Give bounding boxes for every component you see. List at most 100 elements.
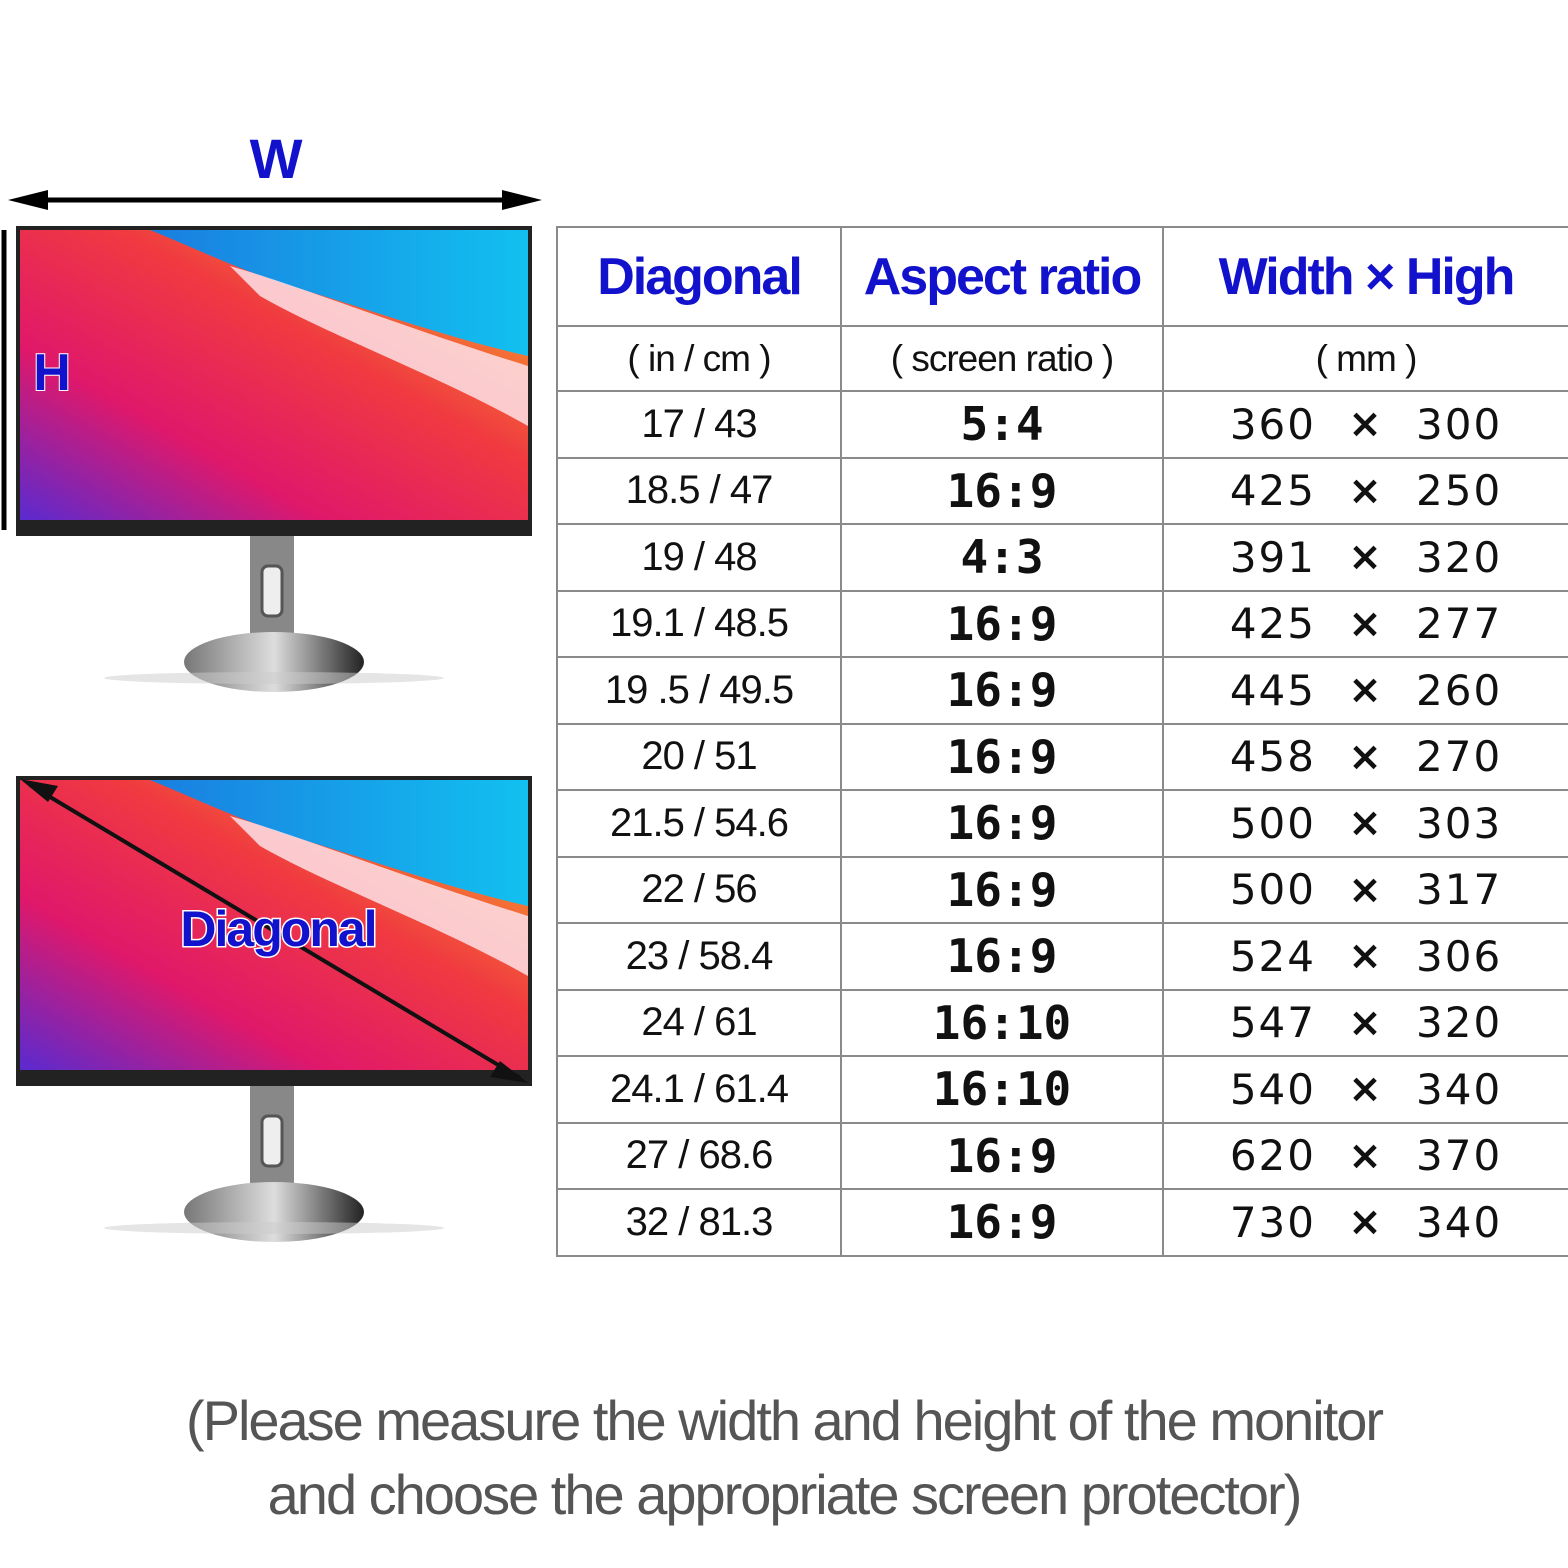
diagonal-cell: 22 / 56 — [556, 855, 842, 924]
table-row: 19.1 / 48.5 16:9 425 × 277 — [556, 589, 1568, 658]
arrow-head — [490, 1061, 528, 1083]
height-value: 317 — [1416, 865, 1503, 915]
subheader-cell: ( in / cm ) — [556, 325, 842, 392]
diagonal-cell: 27 / 68.6 — [556, 1121, 842, 1190]
ratio-cell: 16:9 — [840, 855, 1164, 924]
ratio-cell: 5:4 — [840, 390, 1164, 459]
table-row: 19 / 48 4:3 391 × 320 — [556, 523, 1568, 592]
diagonal-cell: 24 / 61 — [556, 988, 842, 1057]
dimensions: 524 × 306 — [1164, 932, 1568, 981]
times-sign: × — [1348, 800, 1384, 847]
diagonal-cell: 18.5 / 47 — [556, 456, 842, 525]
dimensions: 391 × 320 — [1164, 533, 1568, 582]
dimensions: 540 × 340 — [1164, 1065, 1568, 1114]
dimensions: 547 × 320 — [1164, 998, 1568, 1047]
header-cell: Width × High — [1162, 226, 1568, 327]
width-value: 540 — [1229, 1064, 1316, 1114]
header-cell: Aspect ratio — [840, 226, 1164, 327]
table-row: 21.5 / 54.6 16:9 500 × 303 — [556, 789, 1568, 858]
diagonal-cell: 19 / 48 — [556, 523, 842, 592]
times-sign: × — [1348, 933, 1384, 980]
size-table: Diagonal Aspect ratio Width × High( in / c… — [556, 226, 1568, 1257]
dimensions: 500 × 317 — [1164, 865, 1568, 914]
table-row: 27 / 68.6 16:9 620 × 370 — [556, 1121, 1568, 1190]
width-value: 425 — [1229, 466, 1316, 516]
ratio-cell: 16:10 — [840, 988, 1164, 1057]
dimension-cell: 620 × 370 — [1162, 1121, 1568, 1190]
subheader-row: ( in / cm )( screen ratio )( mm ) — [556, 325, 1568, 392]
ratio-cell: 16:9 — [840, 1188, 1164, 1257]
width-value: 547 — [1229, 998, 1316, 1048]
times-sign: × — [1348, 467, 1384, 514]
table-row: 24.1 / 61.4 16:10 540 × 340 — [556, 1055, 1568, 1124]
width-value: 445 — [1229, 665, 1316, 715]
width-value: 391 — [1229, 532, 1316, 582]
dimension-cell: 445 × 260 — [1162, 656, 1568, 725]
header-row: Diagonal Aspect ratio Width × High — [556, 226, 1568, 327]
ratio-cell: 16:9 — [840, 589, 1164, 658]
height-value: 370 — [1416, 1131, 1503, 1181]
arrow-head — [20, 779, 58, 802]
height-value: 340 — [1416, 1197, 1503, 1247]
diagonal-cell: 19 .5 / 49.5 — [556, 656, 842, 725]
height-value: 306 — [1416, 931, 1503, 981]
height-label: H — [33, 344, 71, 402]
diagonal-label: Diagonal — [180, 901, 375, 957]
header-cell: Diagonal — [556, 226, 842, 327]
times-sign: × — [1348, 401, 1384, 448]
dimension-cell: 500 × 317 — [1162, 855, 1568, 924]
height-value: 300 — [1416, 399, 1503, 449]
diagonal-cell: 20 / 51 — [556, 722, 842, 791]
dimension-cell: 425 × 250 — [1162, 456, 1568, 525]
arrow-head — [8, 190, 48, 210]
times-sign: × — [1348, 1199, 1384, 1246]
times-sign: × — [1348, 866, 1384, 913]
dimensions: 458 × 270 — [1164, 732, 1568, 781]
times-sign: × — [1348, 1066, 1384, 1113]
dimensions: 425 × 250 — [1164, 466, 1568, 515]
diagonal-cell: 24.1 / 61.4 — [556, 1055, 842, 1124]
dimensions: 445 × 260 — [1164, 666, 1568, 715]
diagonal-arrow — [28, 783, 522, 1080]
illustration: W H Diagonal — [1, 127, 542, 1244]
width-value: 458 — [1229, 732, 1316, 782]
dimension-cell: 500 × 303 — [1162, 789, 1568, 858]
arrow-head — [502, 190, 542, 210]
dimension-cell: 458 × 270 — [1162, 722, 1568, 791]
subheader-cell: ( mm ) — [1162, 325, 1568, 392]
diagonal-cell: 21.5 / 54.6 — [556, 789, 842, 858]
dimension-cell: 547 × 320 — [1162, 988, 1568, 1057]
dimensions: 500 × 303 — [1164, 799, 1568, 848]
width-value: 500 — [1229, 798, 1316, 848]
diagonal-cell: 17 / 43 — [556, 390, 842, 459]
times-sign: × — [1348, 733, 1384, 780]
table-row: 18.5 / 47 16:9 425 × 250 — [556, 456, 1568, 525]
ratio-cell: 16:9 — [840, 922, 1164, 991]
diagonal-cell: 23 / 58.4 — [556, 922, 842, 991]
height-value: 260 — [1416, 665, 1503, 715]
dimension-cell: 730 × 340 — [1162, 1188, 1568, 1257]
note-line: and choose the appropriate screen protec… — [267, 1463, 1303, 1526]
width-value: 730 — [1229, 1197, 1316, 1247]
times-sign: × — [1348, 534, 1384, 581]
dimension-cell: 360 × 300 — [1162, 390, 1568, 459]
dimensions: 620 × 370 — [1164, 1131, 1568, 1180]
height-value: 303 — [1416, 798, 1503, 848]
ratio-cell: 16:9 — [840, 1121, 1164, 1190]
ratio-cell: 16:9 — [840, 789, 1164, 858]
height-value: 320 — [1416, 998, 1503, 1048]
dimension-cell: 524 × 306 — [1162, 922, 1568, 991]
height-value: 277 — [1416, 599, 1503, 649]
height-value: 250 — [1416, 466, 1503, 516]
dimension-cell: 540 × 340 — [1162, 1055, 1568, 1124]
table-row: 24 / 61 16:10 547 × 320 — [556, 988, 1568, 1057]
times-sign: × — [1348, 1132, 1384, 1179]
width-value: 620 — [1229, 1131, 1316, 1181]
height-value: 320 — [1416, 532, 1503, 582]
dimensions: 730 × 340 — [1164, 1198, 1568, 1247]
table-row: 22 / 56 16:9 500 × 317 — [556, 855, 1568, 924]
times-sign: × — [1348, 999, 1384, 1046]
width-value: 425 — [1229, 599, 1316, 649]
dimensions: 425 × 277 — [1164, 599, 1568, 648]
